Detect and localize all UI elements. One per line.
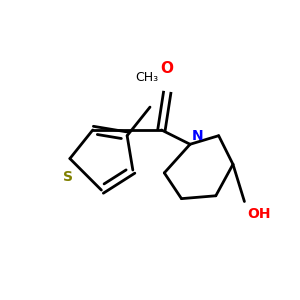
- Text: OH: OH: [247, 207, 271, 221]
- Text: N: N: [191, 129, 203, 143]
- Text: S: S: [64, 170, 74, 184]
- Text: CH₃: CH₃: [136, 71, 159, 84]
- Text: O: O: [161, 61, 174, 76]
